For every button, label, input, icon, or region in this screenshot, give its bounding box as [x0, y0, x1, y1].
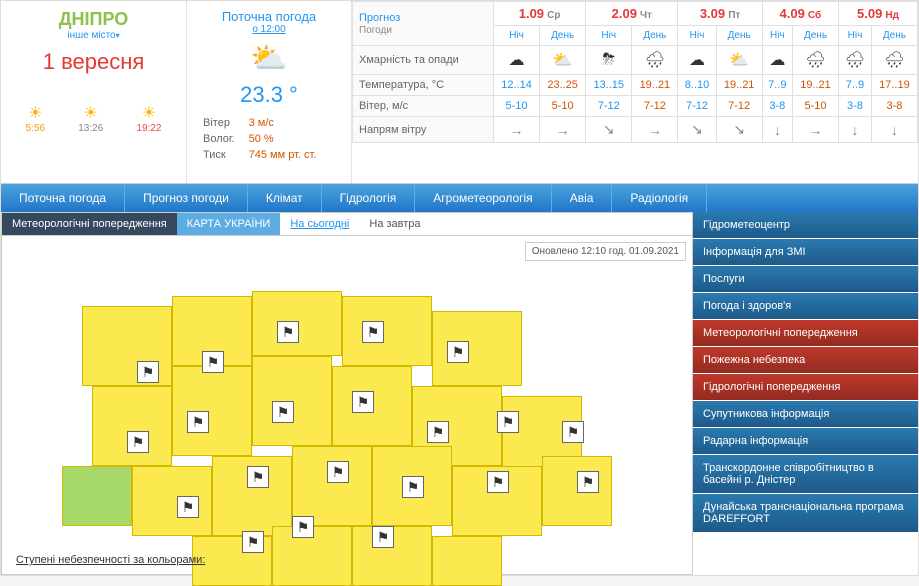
nav-item-2[interactable]: Клімат: [248, 184, 322, 212]
map-region[interactable]: [92, 386, 172, 466]
tab-warnings[interactable]: Метеорологічні попередження: [2, 213, 177, 235]
wind-icon: ⚑: [562, 421, 584, 443]
current-weather-icon: ⛅: [195, 41, 343, 76]
nav-item-6[interactable]: Радіологія: [612, 184, 707, 212]
wind-icon: ⚑: [177, 496, 199, 518]
side-link-10[interactable]: Дунайська транснаціональна програма DARE…: [693, 494, 918, 533]
current-weather-time[interactable]: о 12:00: [195, 24, 343, 35]
sunset-time: 19:22: [136, 123, 161, 134]
wind-icon: ⚑: [187, 411, 209, 433]
sidebar: ГідрометеоцентрІнформація для ЗМІПослуги…: [693, 212, 918, 575]
side-link-0[interactable]: Гідрометеоцентр: [693, 212, 918, 239]
legend-link[interactable]: Ступені небезпечності за кольорами:: [16, 554, 205, 566]
forecast-table: ПрогнозПогоди1.09 Ср2.09 Чт3.09 Пт4.09 С…: [352, 1, 918, 143]
wind-icon: ⚑: [352, 391, 374, 413]
current-date: 1 вересня: [9, 49, 178, 75]
tab-today[interactable]: На сьогодні: [280, 213, 359, 235]
tab-map[interactable]: КАРТА УКРАЇНИ: [177, 213, 281, 235]
side-link-7[interactable]: Супутникова інформація: [693, 401, 918, 428]
wind-icon: ⚑: [202, 351, 224, 373]
sunrise-icon: ☀: [26, 103, 45, 123]
noon-time: 13:26: [78, 123, 103, 134]
ukraine-map[interactable]: ⚑⚑⚑⚑⚑⚑⚑⚑⚑⚑⚑⚑⚑⚑⚑⚑⚑⚑⚑⚑⚑: [22, 266, 642, 546]
wind-icon: ⚑: [247, 466, 269, 488]
side-link-2[interactable]: Послуги: [693, 266, 918, 293]
wind-icon: ⚑: [327, 461, 349, 483]
wind-icon: ⚑: [272, 401, 294, 423]
map-region[interactable]: [342, 296, 432, 366]
side-link-5[interactable]: Пожежна небезпека: [693, 347, 918, 374]
nav-item-0[interactable]: Поточна погода: [1, 184, 125, 212]
side-link-6[interactable]: Гідрологічні попередження: [693, 374, 918, 401]
wind-icon: ⚑: [127, 431, 149, 453]
sunrise-time: 5:56: [26, 123, 45, 134]
wind-icon: ⚑: [577, 471, 599, 493]
side-link-3[interactable]: Погода і здоров'я: [693, 293, 918, 320]
wind-icon: ⚑: [277, 321, 299, 343]
sunset-icon: ☀: [136, 103, 161, 123]
side-link-9[interactable]: Транскордонне співробітництво в басейні …: [693, 455, 918, 494]
nav-item-1[interactable]: Прогноз погоди: [125, 184, 248, 212]
map-region[interactable]: [172, 366, 252, 456]
wind-icon: ⚑: [242, 531, 264, 553]
map-region[interactable]: [132, 466, 212, 536]
tab-tomorrow[interactable]: На завтра: [359, 213, 430, 235]
wind-icon: ⚑: [487, 471, 509, 493]
wind-icon: ⚑: [402, 476, 424, 498]
current-details: Вітер3 м/с Волог.50 % Тиск745 мм рт. ст.: [195, 114, 324, 164]
map-region[interactable]: [292, 446, 372, 526]
map-region[interactable]: [62, 466, 132, 526]
map-region[interactable]: [432, 311, 522, 386]
updated-label: Оновлено 12:10 год. 01.09.2021: [525, 242, 686, 261]
wind-icon: ⚑: [137, 361, 159, 383]
nav-item-5[interactable]: Авіа: [552, 184, 613, 212]
side-link-8[interactable]: Радарна інформація: [693, 428, 918, 455]
noon-icon: ☀: [78, 103, 103, 123]
side-link-1[interactable]: Інформація для ЗМІ: [693, 239, 918, 266]
wind-icon: ⚑: [427, 421, 449, 443]
main-nav: Поточна погодаПрогноз погодиКліматГідрол…: [1, 184, 918, 212]
current-weather-title: Поточна погода: [195, 9, 343, 24]
wind-icon: ⚑: [362, 321, 384, 343]
current-temp: 23.3 °: [195, 82, 343, 108]
nav-item-3[interactable]: Гідрологія: [322, 184, 416, 212]
map-region[interactable]: [432, 536, 502, 586]
city-name: ДНІПРО: [9, 9, 178, 30]
side-link-4[interactable]: Метеорологічні попередження: [693, 320, 918, 347]
wind-icon: ⚑: [447, 341, 469, 363]
other-city-link[interactable]: інше місто: [9, 30, 178, 41]
wind-icon: ⚑: [372, 526, 394, 548]
wind-icon: ⚑: [497, 411, 519, 433]
nav-item-4[interactable]: Агрометеорологія: [415, 184, 551, 212]
wind-icon: ⚑: [292, 516, 314, 538]
